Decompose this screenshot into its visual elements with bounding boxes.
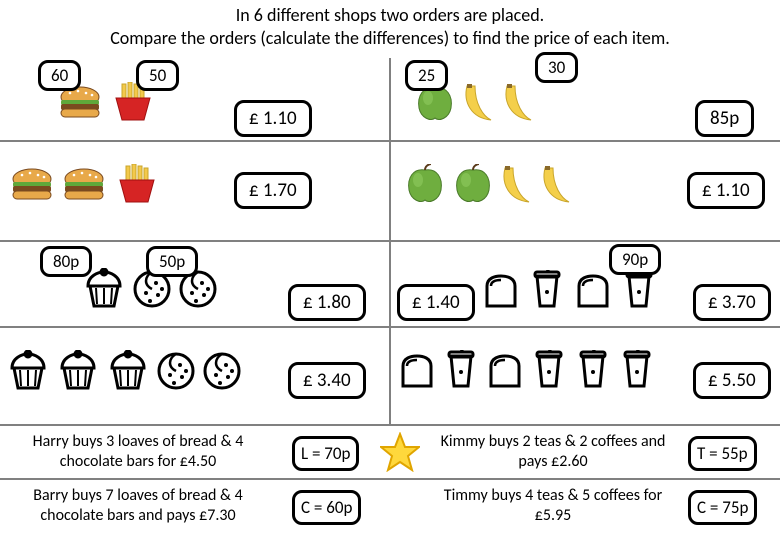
cup-icon (617, 350, 657, 394)
header: In 6 different shops two orders are plac… (0, 0, 780, 51)
cookie-icon (156, 351, 196, 391)
burger-icon (62, 165, 110, 205)
ans-T: T = 55p (688, 436, 757, 471)
ans-C1: C = 60p (292, 490, 361, 525)
cup-icon (529, 350, 569, 394)
header-line2: Compare the orders (calculate the differ… (10, 27, 770, 50)
panel-3: 80p 50p £ 1.80 £ 3.40 (0, 242, 389, 424)
cup-icon (527, 270, 567, 314)
cup-icon (619, 270, 659, 314)
bread-icon (573, 272, 613, 312)
panel3-price2: £ 3.40 (288, 362, 366, 399)
harry-text: Harry buys 3 loaves of bread & 4 chocola… (8, 432, 268, 472)
worksheet-grid: 60 50 £ 1.10 £ 1.70 25 30 85p £ 1.10 (0, 58, 780, 540)
tag-banana: 30 (535, 52, 578, 83)
tag-cupcake: 80p (40, 246, 92, 277)
tag-drink: 90p (609, 244, 661, 275)
kimmy-text: Kimmy buys 2 teas & 2 coffees and pays £… (438, 432, 668, 472)
panel3-price1: £ 1.80 (288, 284, 366, 321)
cupcake-icon (56, 350, 100, 392)
apple-icon (403, 164, 447, 206)
panel-2: 25 30 85p £ 1.10 (391, 58, 780, 240)
ans-L: L = 70p (292, 436, 359, 471)
panel-5: Harry buys 3 loaves of bread & 4 chocola… (0, 426, 430, 538)
cupcake-icon (6, 350, 50, 392)
panel4-price-left: £ 1.40 (397, 284, 475, 321)
tag-cookie: 50p (146, 246, 198, 277)
panel-1: 60 50 £ 1.10 £ 1.70 (0, 58, 389, 240)
panel-4: £ 1.40 90p £ 3.70 £ 5.50 (391, 242, 780, 424)
cupcake-icon (106, 350, 150, 392)
cookie-icon (202, 351, 242, 391)
barry-text: Barry buys 7 loaves of bread & 4 chocola… (8, 486, 268, 526)
panel2-price2: £ 1.10 (687, 172, 765, 209)
tag-burger: 60 (38, 60, 81, 91)
star-icon (380, 432, 420, 472)
timmy-text: Timmy buys 4 teas & 5 coffees for £5.95 (438, 486, 668, 526)
bread-icon (481, 272, 521, 312)
banana-icon (501, 82, 537, 124)
panel2-price1: 85p (695, 100, 754, 137)
panel-6: Kimmy buys 2 teas & 2 coffees and pays £… (430, 426, 780, 538)
fries-icon (114, 164, 160, 206)
cup-icon (573, 350, 613, 394)
banana-icon (539, 164, 575, 206)
bread-icon (485, 352, 525, 392)
banana-icon (499, 164, 535, 206)
panel4-price2: £ 5.50 (693, 362, 771, 399)
header-line1: In 6 different shops two orders are plac… (10, 4, 770, 27)
panel4-price-right: £ 3.70 (693, 284, 771, 321)
tag-fries: 50 (136, 60, 179, 91)
apple-icon (451, 164, 495, 206)
bread-icon (397, 352, 437, 392)
tag-apple: 25 (405, 60, 448, 91)
banana-icon (461, 82, 497, 124)
panel1-price1: £ 1.10 (234, 100, 312, 137)
ans-C2: C = 75p (688, 490, 757, 525)
panel1-price2: £ 1.70 (234, 172, 312, 209)
burger-icon (10, 165, 58, 205)
cup-icon (441, 350, 481, 394)
